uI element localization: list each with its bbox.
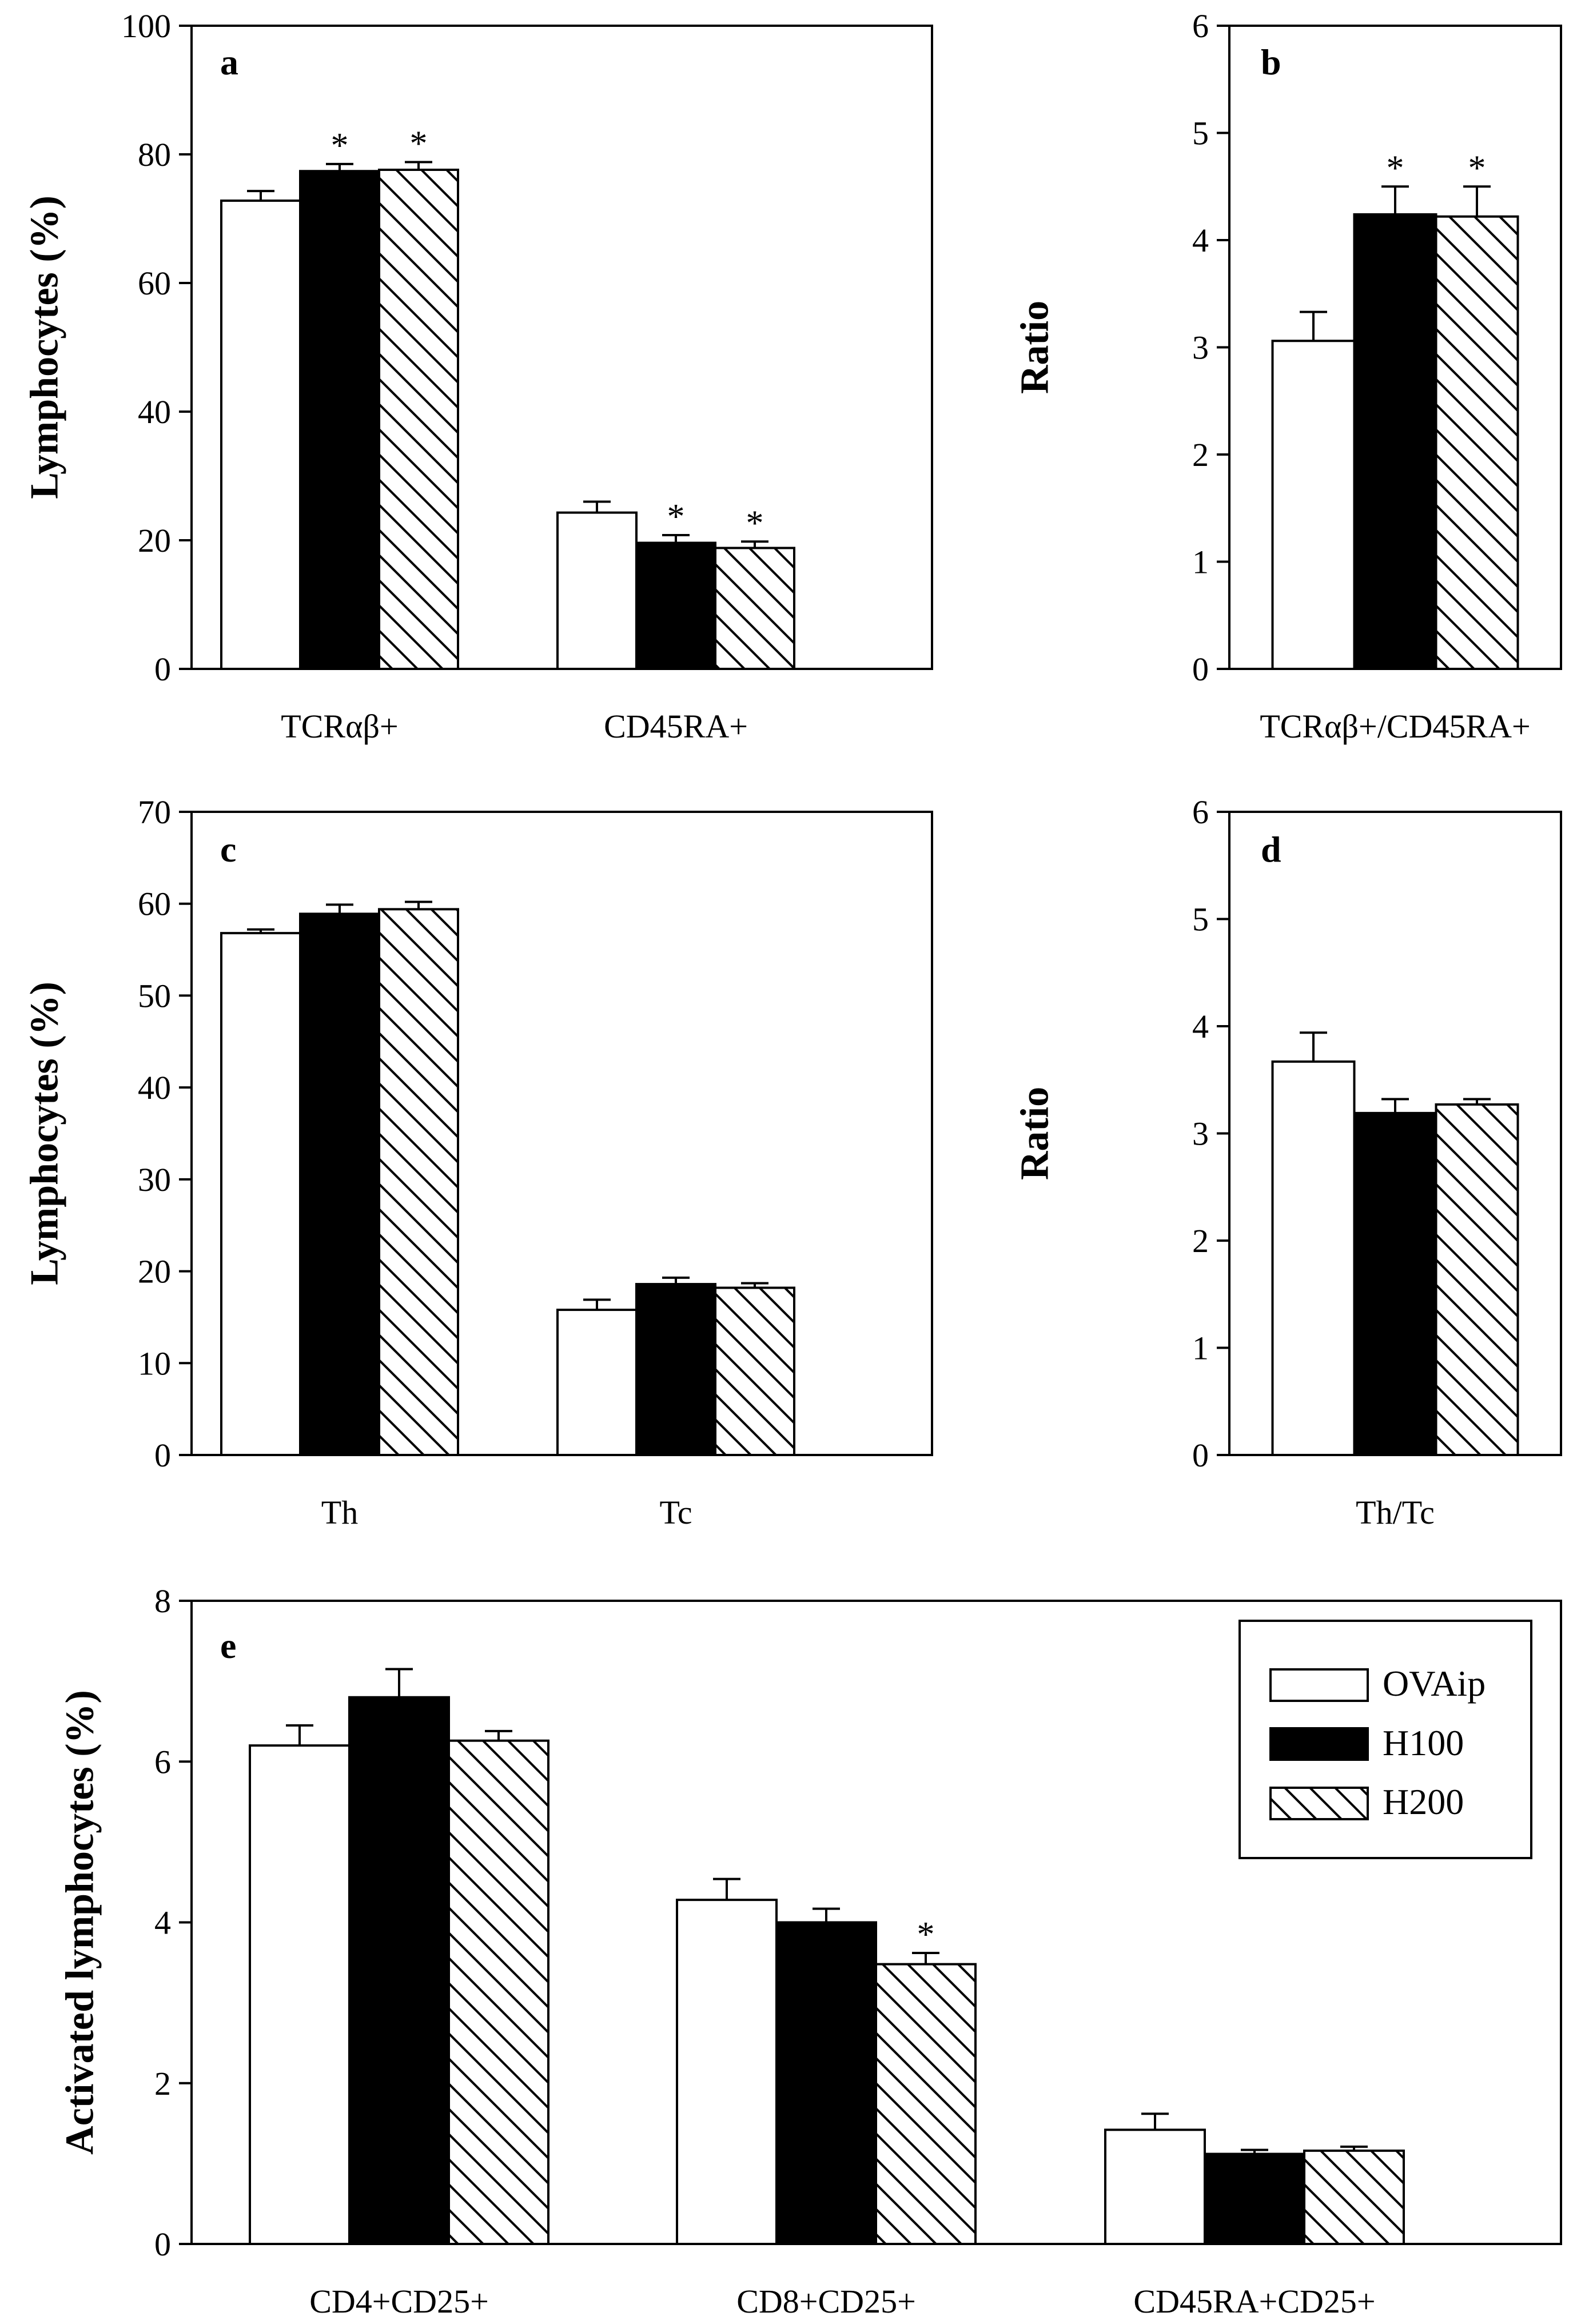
x-category-label: TCRαβ+/CD45RA+ (1260, 708, 1530, 745)
panel-label: a (220, 42, 238, 82)
x-category-label: Th (321, 1494, 358, 1531)
panel-d: 0 1 2 3 4 5 6 Ratio d Th/Tc (1013, 794, 1562, 1531)
bar (348, 1696, 450, 2245)
y-tick-label: 100 (121, 7, 171, 45)
bar (1353, 1111, 1437, 1456)
significance-star: * (1468, 149, 1486, 188)
significance-star: * (917, 1915, 935, 1954)
y-axis-label: Lymphocytes (%) (23, 982, 67, 1285)
y-tick-label: 6 (1192, 7, 1209, 45)
bar (1204, 2152, 1305, 2245)
y-tick-label: 3 (1192, 329, 1209, 366)
y-tick-label: 30 (138, 1161, 171, 1198)
bar (875, 1963, 977, 2245)
y-tick-label: 80 (138, 136, 171, 173)
bar (220, 932, 301, 1456)
y-tick-label: 60 (138, 886, 171, 923)
significance-star: * (410, 125, 428, 164)
panel-a: 0 20 40 60 80 100 Lymphocytes (%) a * * TCRαβ+ * * CD… (23, 7, 933, 745)
y-tick-label: 0 (154, 2226, 171, 2263)
y-tick-label: 0 (154, 651, 171, 688)
significance-star: * (746, 504, 764, 543)
y-tick-label: 50 (138, 977, 171, 1014)
bar (220, 200, 301, 670)
bar (448, 1739, 549, 2245)
y-tick-label: 1 (1192, 1330, 1209, 1367)
y-tick-label: 0 (1192, 1437, 1209, 1474)
y-tick-label: 1 (1192, 544, 1209, 581)
panel-e: 0 2 4 6 8 Activated lymphocytes (%) e CD4+CD25+… (58, 1582, 1562, 2320)
panel-label: b (1261, 42, 1281, 82)
y-tick-label: 0 (1192, 651, 1209, 688)
bar (378, 169, 459, 670)
y-tick-label: 6 (154, 1743, 171, 1780)
bar (1271, 340, 1356, 670)
y-axis-label: Ratio (1013, 1087, 1057, 1180)
y-tick-label: 3 (1192, 1115, 1209, 1153)
x-category-label: CD45RA+CD25+ (1133, 2283, 1375, 2320)
y-tick-label: 2 (1192, 436, 1209, 473)
legend-swatch-h100 (1269, 1727, 1369, 1761)
y-tick-label: 0 (154, 1437, 171, 1474)
y-tick-label: 60 (138, 265, 171, 302)
y-tick-label: 70 (138, 794, 171, 831)
bar (1435, 1103, 1519, 1456)
y-tick-label: 5 (1192, 115, 1209, 152)
legend: OVAip H100 H200 (1238, 1620, 1532, 1859)
legend-label-h200: H200 (1383, 1781, 1464, 1822)
x-category-label: CD4+CD25+ (309, 2283, 489, 2320)
y-tick-label: 2 (154, 2065, 171, 2102)
x-category-label: TCRαβ+ (281, 708, 398, 745)
bar (556, 1309, 638, 1457)
legend-label-h100: H100 (1383, 1723, 1464, 1763)
x-category-label: CD8+CD25+ (736, 2283, 916, 2320)
y-tick-label: 4 (1192, 222, 1209, 259)
legend-label-ovaip: OVAip (1383, 1663, 1486, 1704)
panel-c: 0 10 20 30 40 50 60 70 Lymphocytes (%) c Th Tc (23, 794, 933, 1531)
x-category-label: CD45RA+ (604, 708, 748, 745)
bar (635, 1283, 716, 1457)
bar (1435, 215, 1519, 670)
bar (1271, 1060, 1356, 1456)
y-tick-label: 4 (154, 1904, 171, 1942)
y-axis-label: Lymphocytes (%) (23, 196, 67, 499)
bar (635, 541, 716, 670)
bar (714, 547, 795, 670)
significance-star: * (1387, 149, 1404, 188)
x-category-label: Tc (659, 1494, 692, 1531)
y-tick-label: 40 (138, 393, 171, 430)
panel-label: c (220, 829, 236, 870)
bar (299, 912, 380, 1456)
x-category-label: Th/Tc (1356, 1494, 1435, 1531)
y-tick-label: 8 (154, 1582, 171, 1620)
y-axis-label: Ratio (1013, 301, 1057, 394)
bar (299, 170, 380, 670)
bar (1104, 2128, 1206, 2245)
bar (775, 1921, 877, 2245)
y-tick-label: 40 (138, 1069, 171, 1106)
panel-b: 0 1 2 3 4 5 6 Ratio b * * TCRαβ+/CD45RA+ (1013, 7, 1562, 745)
bar (556, 511, 638, 670)
y-tick-label: 20 (138, 522, 171, 559)
panel-label: e (220, 1625, 236, 1666)
y-axis-label: Activated lymphocytes (%) (58, 1690, 102, 2155)
y-tick-label: 20 (138, 1253, 171, 1290)
bar (1303, 2149, 1405, 2245)
panel-label: d (1261, 829, 1281, 870)
bar (676, 1899, 778, 2245)
bar (1353, 213, 1437, 670)
bar (714, 1286, 795, 1456)
y-tick-label: 2 (1192, 1222, 1209, 1259)
y-tick-label: 10 (138, 1345, 171, 1382)
legend-swatch-ovaip (1269, 1668, 1369, 1702)
significance-star: * (667, 497, 685, 536)
significance-star: * (331, 126, 349, 165)
bar (249, 1744, 351, 2245)
y-tick-label: 5 (1192, 901, 1209, 938)
legend-swatch-h200 (1269, 1787, 1369, 1820)
y-tick-label: 6 (1192, 794, 1209, 831)
y-tick-label: 4 (1192, 1008, 1209, 1045)
bar (378, 908, 459, 1457)
